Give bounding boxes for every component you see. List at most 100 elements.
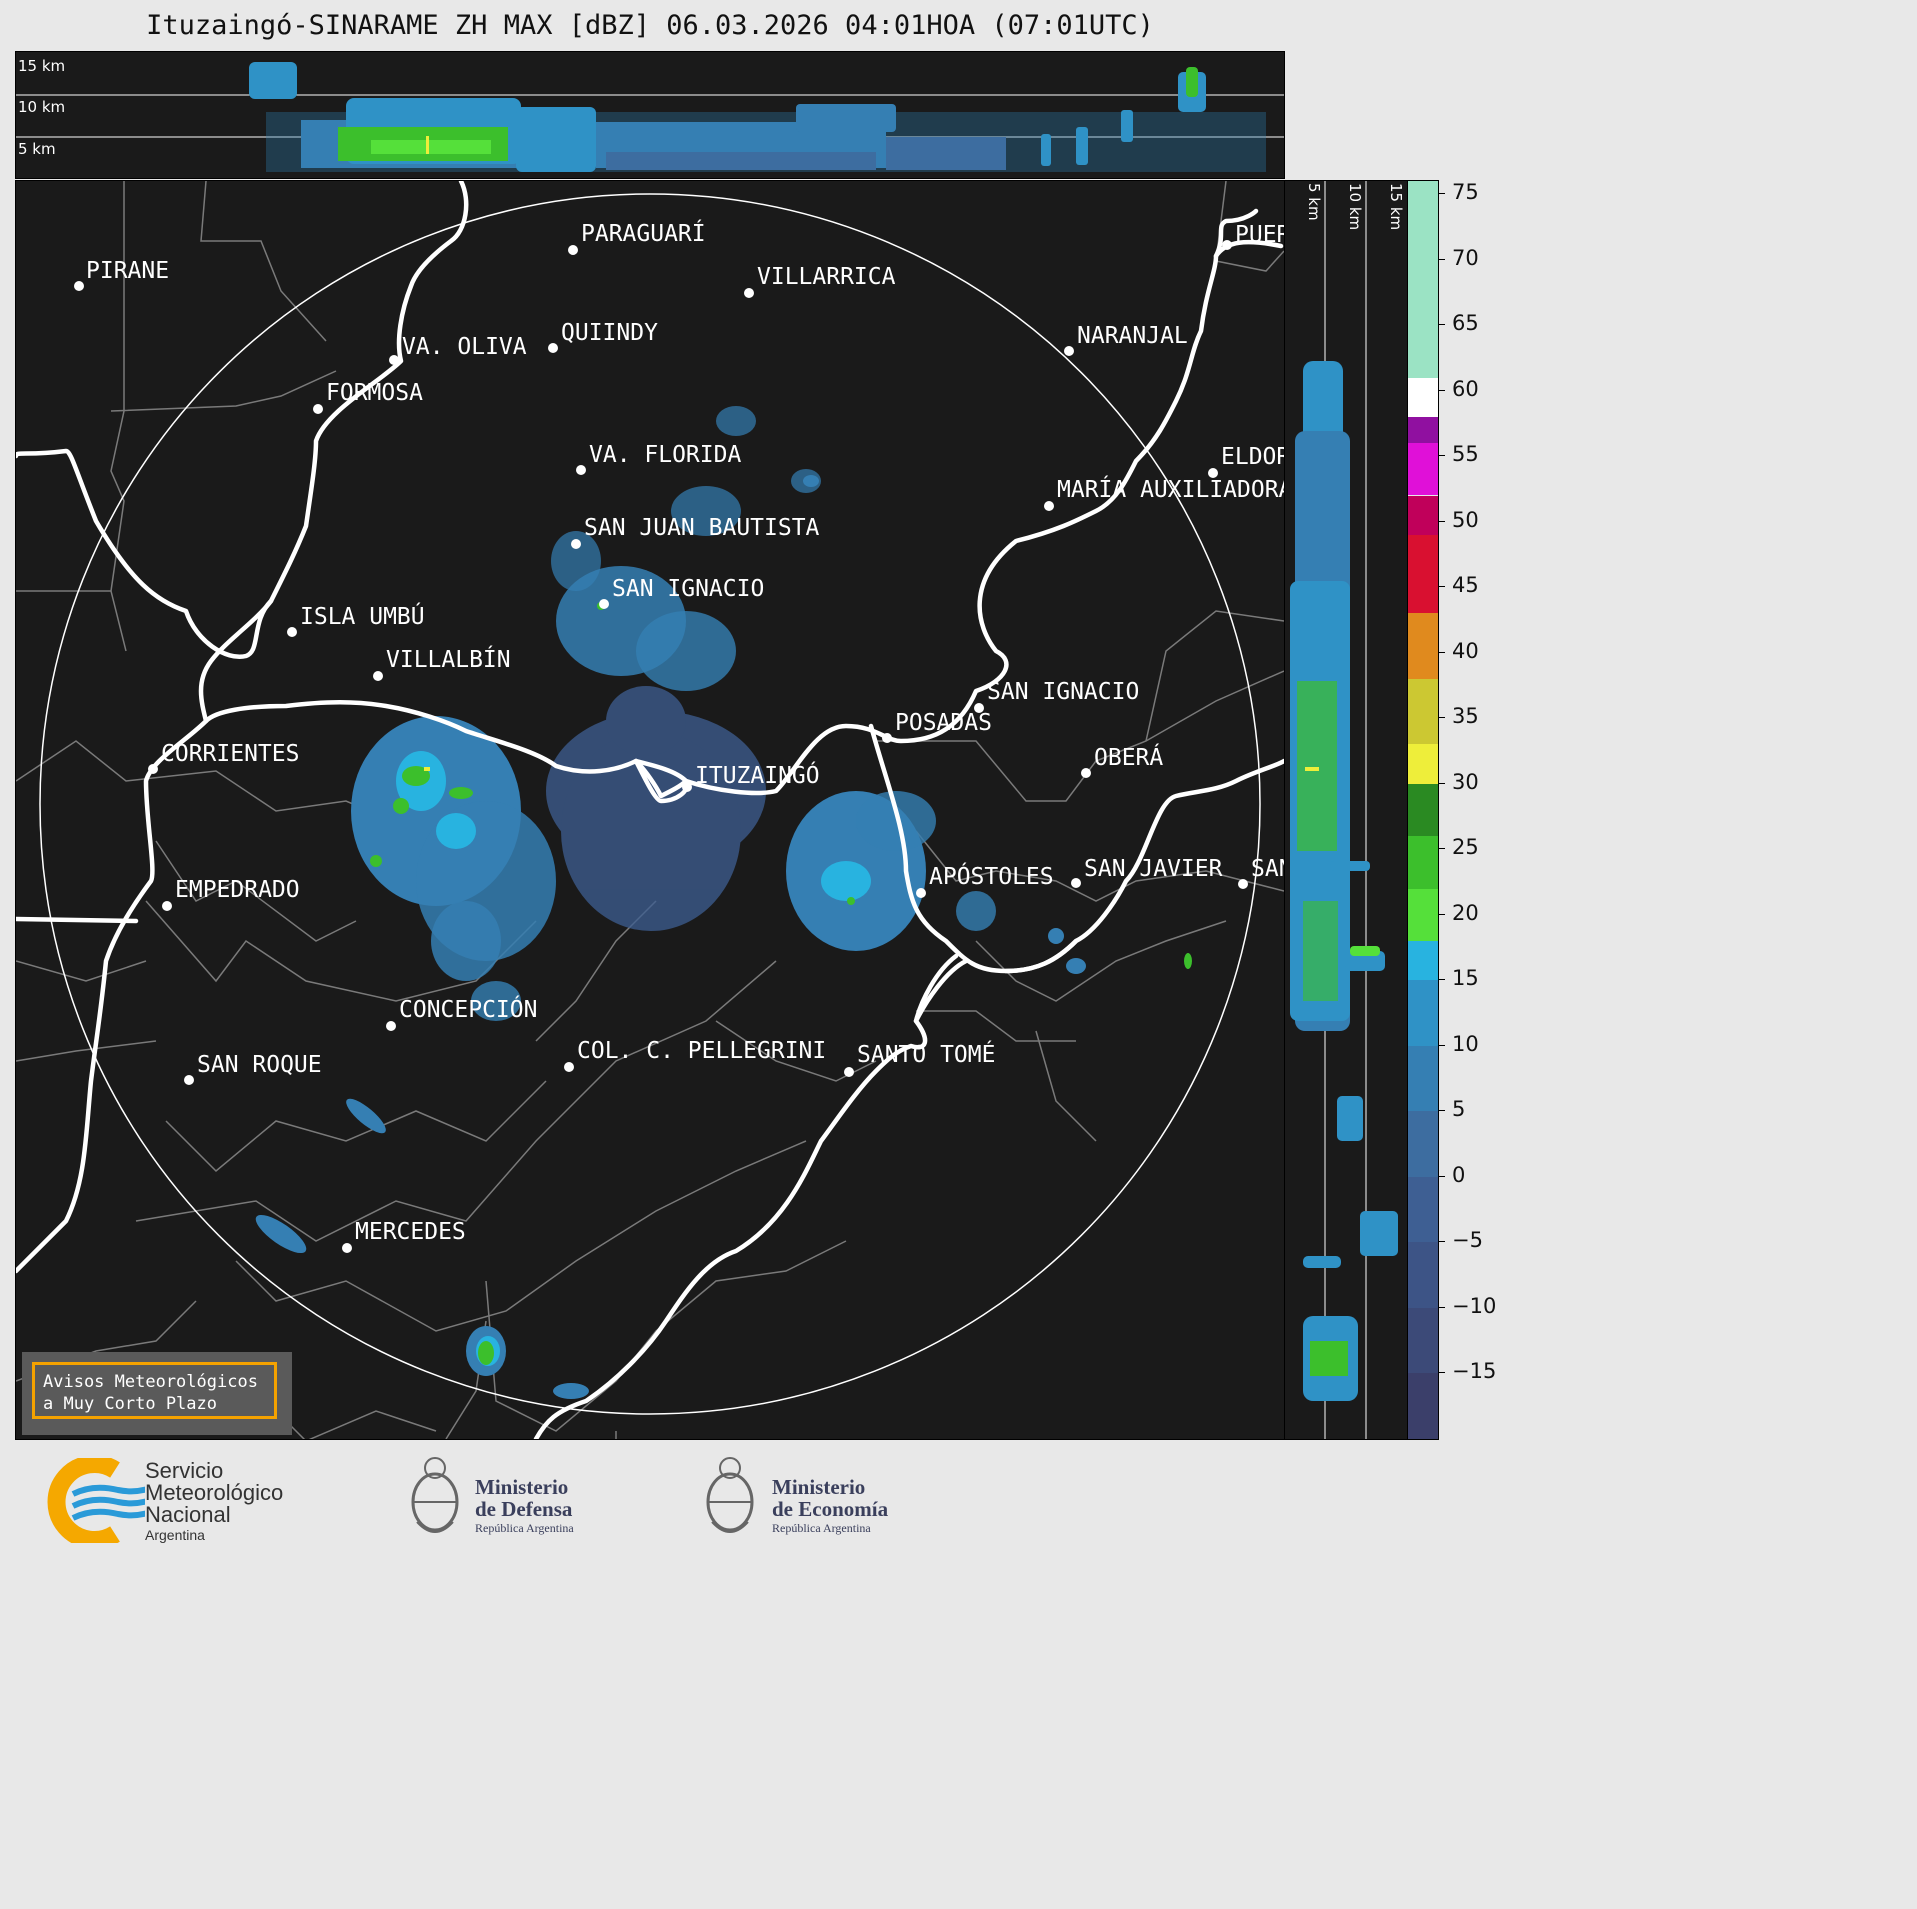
city-dot	[844, 1067, 854, 1077]
colorbar-tick	[1438, 324, 1445, 326]
colorbar-tick	[1438, 455, 1445, 457]
city-label: SAN IGNACIO	[987, 679, 1140, 705]
city-dot	[1064, 346, 1074, 356]
city-label: MERCEDES	[355, 1219, 466, 1245]
city-dot	[386, 1021, 396, 1031]
city-dot	[162, 901, 172, 911]
city-dot	[373, 671, 383, 681]
smn-line-4: Argentina	[145, 1527, 205, 1543]
city-dot	[1222, 240, 1232, 250]
alt-label-5km: 5 km	[18, 140, 56, 158]
colorbar-tick	[1438, 1372, 1445, 1374]
colorbar-tick-label: 55	[1452, 442, 1479, 467]
city-dot	[74, 281, 84, 291]
colorbar-tick-label: 5	[1452, 1097, 1466, 1122]
colorbar-tick-label: 25	[1452, 835, 1479, 860]
colorbar-tick-label: 60	[1452, 376, 1479, 401]
smn-line-2: Meteorológico	[145, 1480, 284, 1505]
dbz-colorbar	[1407, 180, 1439, 1440]
city-dot	[974, 703, 984, 713]
colorbar-tick	[1438, 979, 1445, 981]
colorbar-tick-label: 40	[1452, 638, 1479, 663]
smn-logo-mark	[47, 1458, 145, 1543]
radar-map-panel: PIRANE PARAGUARÍ VILLARRICA VA. OLIVA QUIIND…	[15, 180, 1285, 1440]
city-label: PUERTO ESPERANZA	[1235, 222, 1284, 248]
defensa-line-3: República Argentina	[475, 1521, 574, 1535]
top-cross-section-panel: 15 km 10 km 5 km	[15, 51, 1285, 179]
colorbar-tick	[1438, 651, 1445, 653]
city-dot	[1044, 501, 1054, 511]
colorbar-tick-label: 0	[1452, 1162, 1466, 1187]
colorbar-segment	[1408, 744, 1438, 784]
colorbar-tick	[1438, 1306, 1445, 1308]
side-alt-label-15km: 15 km	[1387, 183, 1405, 231]
city-label: EMPEDRADO	[175, 877, 300, 903]
city-dot	[568, 245, 578, 255]
city-dot	[287, 627, 297, 637]
city-dot	[342, 1243, 352, 1253]
coat-of-arms-icon	[411, 1457, 459, 1533]
colorbar-tick	[1438, 1044, 1445, 1046]
colorbar-tick	[1438, 258, 1445, 260]
side-cross-section-panel: 5 km 10 km 15 km	[1284, 180, 1408, 1440]
city-label: APÓSTOLES	[929, 864, 1054, 890]
colorbar-tick-label: 20	[1452, 900, 1479, 925]
colorbar-segment	[1408, 416, 1438, 444]
city-label: VILLARRICA	[757, 264, 896, 290]
city-dot	[882, 733, 892, 743]
colorbar-tick	[1438, 389, 1445, 391]
city-label: MARÍA AUXILIADORA	[1057, 477, 1285, 503]
colorbar-segment	[1408, 1176, 1438, 1243]
colorbar-segment	[1408, 678, 1438, 745]
city-label: VA. FLORIDA	[589, 442, 742, 468]
city-label: CONCEPCIÓN	[399, 997, 538, 1023]
colorbar-segment	[1408, 1242, 1438, 1308]
avisos-line-2: a Muy Corto Plazo	[43, 1394, 217, 1414]
colorbar-segment	[1408, 534, 1438, 614]
colorbar-tick-label: −10	[1452, 1293, 1497, 1318]
economia-line-1: Ministerio	[772, 1475, 866, 1499]
city-label: PIRANE	[86, 258, 170, 284]
colorbar-segment	[1408, 980, 1438, 1046]
avisos-box: Avisos Meteorológicos a Muy Corto Plazo	[32, 1362, 277, 1419]
colorbar-segment	[1408, 1307, 1438, 1374]
colorbar-tick-label: −15	[1452, 1359, 1497, 1384]
city-dot	[682, 782, 692, 792]
city-label: SANTO TOMÉ	[857, 1042, 996, 1068]
economia-line-3: República Argentina	[772, 1521, 871, 1535]
colorbar-tick	[1438, 782, 1445, 784]
city-label: ELDORADO	[1221, 444, 1284, 470]
colorbar-tick-label: 15	[1452, 966, 1479, 991]
colorbar-segment	[1408, 181, 1438, 378]
economia-logo: Ministerio de Economía República Argenti…	[700, 1450, 930, 1555]
colorbar-segment	[1408, 888, 1438, 942]
colorbar-tick-label: 50	[1452, 507, 1479, 532]
range-ring	[39, 193, 1261, 1415]
colorbar-segment	[1408, 783, 1438, 837]
colorbar-segment	[1408, 941, 1438, 981]
side-alt-label-5km: 5 km	[1305, 183, 1323, 221]
city-dot	[389, 355, 399, 365]
smn-logo: Servicio Meteorológico Nacional Argentin…	[45, 1458, 325, 1548]
smn-line-3: Nacional	[145, 1502, 231, 1527]
city-dot	[184, 1075, 194, 1085]
colorbar-tick-label: 10	[1452, 1031, 1479, 1056]
city-label: SAN ROQUE	[197, 1052, 322, 1078]
city-label: COL. C. PELLEGRINI	[577, 1038, 827, 1064]
colorbar-tick	[1438, 586, 1445, 588]
avisos-badge: Avisos Meteorológicos a Muy Corto Plazo	[22, 1352, 292, 1435]
top-cross-section-echoes	[16, 62, 1284, 172]
colorbar-tick-label: 75	[1452, 180, 1479, 205]
colorbar-tick-label: −5	[1452, 1228, 1483, 1253]
city-label: ISLA UMBÚ	[300, 604, 425, 630]
chart-title: Ituzaingó-SINARAME ZH MAX [dBZ] 06.03.20…	[146, 10, 1154, 41]
colorbar-segment	[1408, 443, 1438, 496]
colorbar-segment	[1408, 377, 1438, 417]
colorbar-tick-label: 65	[1452, 311, 1479, 336]
coat-of-arms-icon	[706, 1457, 754, 1533]
colorbar-tick	[1438, 913, 1445, 915]
colorbar-tick-label: 30	[1452, 769, 1479, 794]
city-label: SANTO TOMÉ	[1251, 856, 1284, 882]
alt-label-15km: 15 km	[18, 57, 66, 75]
colorbar-segment	[1408, 1373, 1438, 1439]
